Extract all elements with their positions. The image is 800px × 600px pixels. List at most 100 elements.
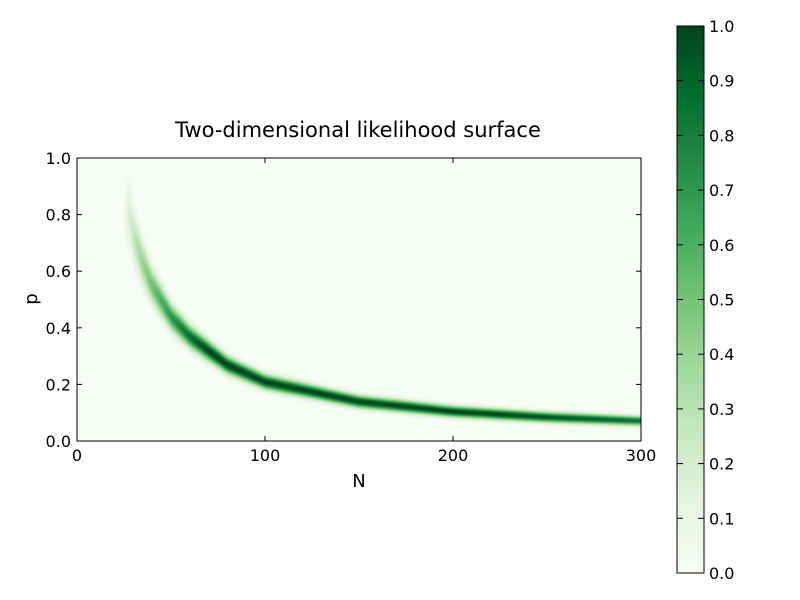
heatmap-cell: [334, 397, 337, 399]
heatmap-cell: [317, 403, 320, 405]
heatmap-cell: [236, 375, 240, 378]
heatmap-cell: [293, 375, 296, 378]
heatmap-cell: [146, 276, 149, 279]
heatmap-cell: [216, 341, 219, 344]
heatmap-cell: [142, 243, 146, 246]
heatmap-cell: [216, 367, 219, 369]
heatmap-cell: [131, 258, 134, 261]
heatmap-cell: [325, 400, 328, 402]
heatmap-cell: [362, 401, 365, 403]
heatmap-cell: [310, 379, 313, 381]
heatmap-cell: [317, 392, 320, 395]
heatmap-cell: [313, 397, 317, 399]
heatmap-cell: [293, 386, 296, 388]
heatmap-cell: [208, 360, 211, 363]
heatmap-cell: [124, 235, 127, 237]
heatmap-cell: [351, 398, 354, 400]
heatmap-cell: [227, 374, 230, 377]
heatmap-cell: [129, 239, 132, 241]
heatmap-cell: [135, 239, 138, 241]
heatmap-cell: [133, 251, 136, 253]
heatmap-cell: [366, 411, 369, 414]
heatmap-cell: [246, 374, 249, 377]
heatmap-cell: [325, 403, 328, 405]
heatmap-cell: [206, 333, 209, 335]
heatmap-cell: [144, 247, 147, 249]
heatmap-cell: [139, 233, 142, 235]
heatmap-cell: [227, 364, 230, 366]
heatmap-cell: [197, 347, 200, 349]
heatmap-cell: [233, 352, 236, 354]
heatmap-cell: [150, 274, 153, 277]
heatmap-cell: [140, 245, 144, 248]
heatmap-cell: [178, 329, 181, 331]
heatmap-cell: [135, 208, 138, 211]
heatmap-cell: [340, 386, 343, 388]
heatmap-cell: [133, 234, 136, 236]
heatmap-cell: [227, 379, 230, 381]
heatmap-cell: [182, 311, 185, 314]
heatmap-cell: [362, 411, 365, 414]
heatmap-cell: [137, 228, 140, 231]
heatmap-cell: [127, 179, 130, 181]
heatmap-cell: [155, 314, 159, 316]
heatmap-cell: [323, 384, 326, 386]
heatmap-cell: [253, 369, 256, 371]
heatmap-cell: [233, 381, 236, 383]
heatmap-cell: [125, 186, 129, 188]
heatmap-cell: [206, 355, 209, 357]
heatmap-cell: [125, 180, 129, 182]
heatmap-cell: [178, 321, 181, 323]
heatmap-cell: [313, 379, 317, 381]
heatmap-cell: [236, 368, 240, 370]
heatmap-cell: [159, 310, 162, 313]
heatmap-cell: [246, 372, 249, 374]
heatmap-cell: [370, 396, 373, 398]
heatmap-cell: [140, 283, 144, 285]
heatmap-cell: [129, 203, 132, 205]
heatmap-cell: [221, 361, 224, 364]
heatmap-cell: [287, 391, 290, 394]
heatmap-cell: [272, 391, 275, 393]
heatmap-cell: [133, 224, 136, 227]
heatmap-cell: [161, 324, 164, 327]
heatmap-cell: [377, 412, 381, 414]
heatmap-cell: [129, 256, 132, 258]
heatmap-cell: [187, 338, 191, 340]
heatmap-cell: [154, 287, 157, 289]
heatmap-cell: [202, 357, 206, 360]
heatmap-cell: [323, 398, 326, 400]
heatmap-cell: [306, 390, 309, 392]
heatmap-cell: [124, 210, 127, 213]
heatmap-cell: [372, 394, 375, 397]
heatmap-cell: [204, 333, 208, 335]
heatmap-cell: [152, 274, 155, 276]
heatmap-cell: [139, 258, 142, 261]
heatmap-cell: [285, 393, 288, 396]
heatmap-cell: [195, 330, 198, 332]
heatmap-cell: [152, 282, 155, 284]
heatmap-cell: [223, 373, 226, 375]
heatmap-cell: [176, 326, 179, 329]
heatmap-cell: [193, 350, 196, 352]
heatmap-cell: [319, 391, 322, 394]
heatmap-cell: [169, 326, 172, 329]
heatmap-cell: [137, 224, 140, 227]
heatmap-cell: [221, 375, 224, 378]
heatmap-cell: [169, 292, 172, 295]
heatmap-cell: [336, 393, 339, 396]
heatmap-cell: [140, 279, 144, 281]
heatmap-cell: [172, 336, 176, 338]
heatmap-cell: [231, 351, 234, 353]
heatmap-cell: [231, 379, 234, 381]
heatmap-cell: [374, 402, 377, 404]
heatmap-cell: [131, 213, 134, 215]
heatmap-cell: [146, 295, 149, 298]
heatmap-cell: [223, 349, 226, 351]
heatmap-cell: [351, 408, 354, 411]
heatmap-cell: [219, 358, 223, 361]
heatmap-cell: [144, 271, 147, 273]
heatmap-cell: [349, 409, 352, 412]
heatmap-cell: [379, 404, 382, 406]
heatmap-cell: [212, 361, 215, 364]
